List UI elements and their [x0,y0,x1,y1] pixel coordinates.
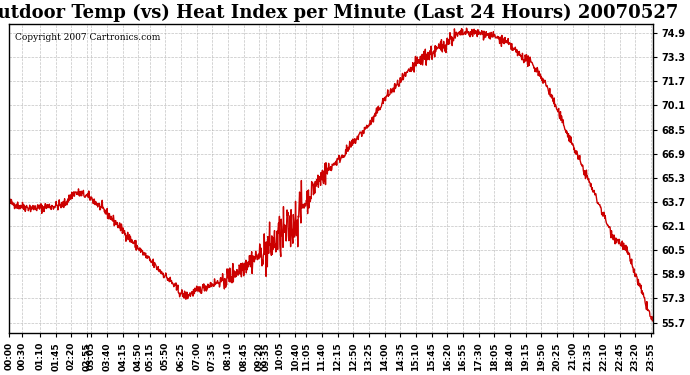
Text: Copyright 2007 Cartronics.com: Copyright 2007 Cartronics.com [15,33,161,42]
Title: Outdoor Temp (vs) Heat Index per Minute (Last 24 Hours) 20070527: Outdoor Temp (vs) Heat Index per Minute … [0,4,679,22]
